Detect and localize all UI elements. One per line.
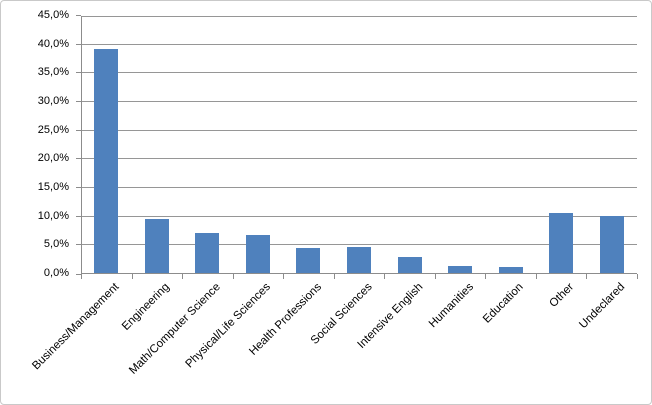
bar-health-professions bbox=[296, 247, 321, 273]
bar-social-sciences bbox=[347, 247, 371, 273]
gridline bbox=[81, 187, 637, 188]
x-category-label: Undeclared bbox=[577, 281, 628, 332]
y-axis-line bbox=[81, 16, 82, 274]
plot-area bbox=[81, 16, 637, 274]
y-tick-label: 40,0% bbox=[37, 37, 69, 50]
x-category-label: Other bbox=[547, 281, 577, 310]
x-tick-mark bbox=[384, 274, 385, 279]
y-tick-label: 30,0% bbox=[37, 95, 69, 107]
bar-math-computer-science bbox=[195, 232, 220, 273]
bar-undeclared bbox=[599, 216, 624, 273]
x-axis-line bbox=[81, 273, 637, 274]
x-category-label: Education bbox=[481, 281, 527, 326]
x-tick-mark bbox=[233, 274, 234, 279]
y-tick-label: 5,0% bbox=[43, 238, 69, 251]
bar-engineering bbox=[144, 219, 169, 273]
y-tick-label: 25,0% bbox=[37, 123, 69, 136]
gridline bbox=[81, 244, 637, 246]
gridline bbox=[81, 129, 637, 131]
x-tick-mark bbox=[81, 274, 82, 279]
bar-other bbox=[549, 213, 574, 273]
x-tick-mark bbox=[586, 274, 587, 279]
bar-intensive-english bbox=[397, 256, 422, 273]
y-tick-mark bbox=[76, 215, 81, 217]
x-tick-mark bbox=[334, 274, 335, 279]
gridline bbox=[81, 158, 637, 160]
x-category-label: Math/Computer Science bbox=[127, 281, 223, 377]
y-tick-mark bbox=[76, 274, 81, 275]
gridline bbox=[81, 215, 637, 217]
bar-business-management bbox=[94, 49, 119, 273]
x-tick-mark bbox=[637, 274, 638, 279]
y-tick-mark bbox=[76, 244, 81, 246]
x-tick-mark bbox=[536, 274, 537, 279]
x-tick-mark bbox=[485, 274, 486, 279]
bar-humanities bbox=[448, 266, 473, 273]
y-tick-mark bbox=[76, 158, 81, 160]
y-tick-mark bbox=[76, 43, 81, 45]
y-tick-label: 45,0% bbox=[37, 9, 69, 21]
x-tick-mark bbox=[182, 274, 183, 279]
y-tick-label: 20,0% bbox=[37, 152, 69, 165]
y-tick-mark bbox=[76, 187, 81, 188]
bar-education bbox=[498, 267, 523, 273]
y-tick-mark bbox=[76, 129, 81, 131]
gridline bbox=[81, 101, 637, 102]
y-tick-label: 35,0% bbox=[37, 66, 69, 79]
x-category-label: Business/Management bbox=[30, 281, 122, 373]
gridline bbox=[81, 72, 637, 74]
x-tick-mark bbox=[435, 274, 436, 279]
y-tick-label: 10,0% bbox=[37, 209, 69, 222]
gridline bbox=[81, 43, 637, 45]
x-category-label: Humanities bbox=[426, 281, 476, 331]
gridline bbox=[81, 16, 637, 17]
x-tick-mark bbox=[283, 274, 284, 279]
y-tick-label: 15,0% bbox=[37, 181, 69, 193]
x-tick-mark bbox=[132, 274, 133, 279]
x-category-label: Physical/Life Sciences bbox=[183, 281, 274, 371]
x-category-label: Engineering bbox=[120, 281, 173, 333]
bar-physical-life-sciences bbox=[245, 234, 270, 273]
y-tick-mark bbox=[76, 101, 81, 102]
y-tick-label: 0,0% bbox=[43, 267, 69, 279]
y-tick-mark bbox=[76, 15, 81, 16]
y-tick-mark bbox=[76, 72, 81, 74]
